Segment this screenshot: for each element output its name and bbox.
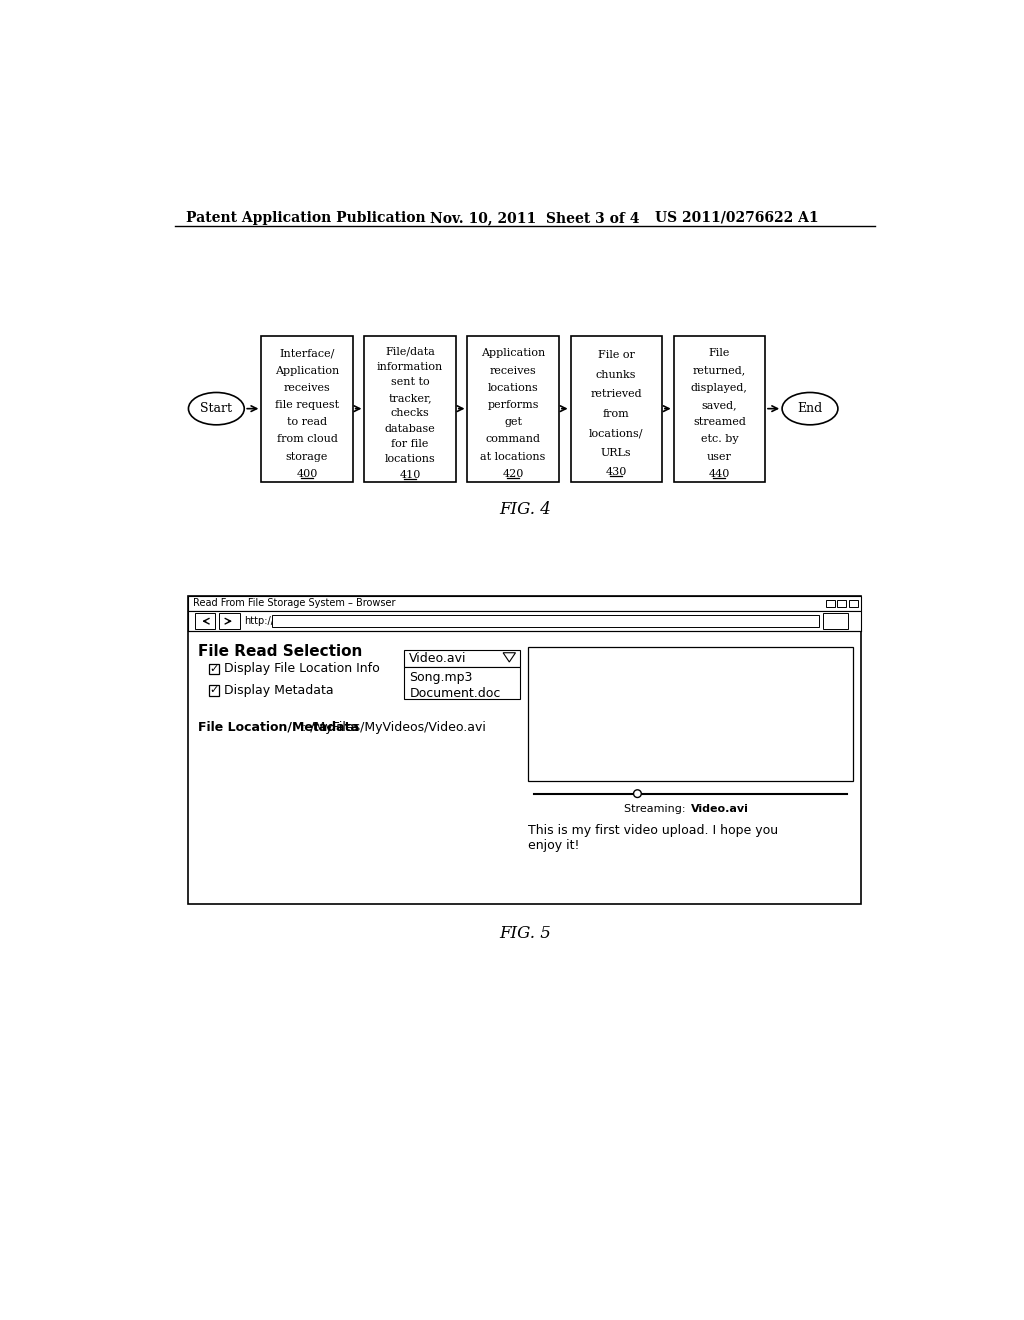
Text: information: information [377, 362, 443, 372]
Text: locations: locations [385, 454, 435, 465]
Text: 410: 410 [399, 470, 421, 480]
Bar [403, 649, 520, 667]
Text: URLs: URLs [601, 447, 632, 458]
Bar [219, 614, 240, 628]
Text: user: user [707, 451, 732, 462]
Bar [570, 335, 662, 482]
Ellipse shape [782, 392, 838, 425]
Text: http://: http:// [245, 616, 274, 626]
Text: file request: file request [275, 400, 339, 411]
Text: Video.avi: Video.avi [410, 652, 467, 665]
Text: : /MyFiles/MyVideos/Video.avi: : /MyFiles/MyVideos/Video.avi [302, 721, 485, 734]
Text: chunks: chunks [596, 370, 637, 380]
Text: 420: 420 [503, 469, 524, 479]
Text: FIG. 4: FIG. 4 [499, 502, 551, 517]
Text: locations: locations [487, 383, 539, 393]
Text: End: End [798, 403, 822, 416]
Text: Application: Application [274, 366, 339, 375]
Ellipse shape [188, 392, 245, 425]
Text: checks: checks [391, 408, 429, 418]
Text: Interface/: Interface/ [280, 348, 335, 358]
Text: sent to: sent to [391, 378, 429, 388]
Text: Application: Application [481, 348, 546, 358]
Text: receives: receives [489, 366, 537, 375]
Circle shape [634, 789, 641, 797]
Text: File Location/Metadata: File Location/Metadata [198, 721, 358, 734]
Text: 440: 440 [709, 469, 730, 479]
Bar [188, 611, 861, 631]
Bar [674, 335, 765, 482]
Bar [528, 647, 853, 781]
Text: command: command [485, 434, 541, 445]
Text: ✓: ✓ [209, 664, 219, 675]
Text: from cloud: from cloud [276, 434, 338, 445]
Text: Display Metadata: Display Metadata [224, 684, 334, 697]
Text: Patent Application Publication: Patent Application Publication [186, 211, 426, 224]
Text: FIG. 5: FIG. 5 [499, 925, 551, 942]
Text: This is my first video upload. I hope you
enjoy it!: This is my first video upload. I hope yo… [528, 824, 778, 851]
Text: 430: 430 [605, 467, 627, 478]
Text: File/data: File/data [385, 347, 435, 356]
Bar [825, 599, 835, 607]
Text: 400: 400 [296, 469, 317, 479]
Text: Display File Location Info: Display File Location Info [224, 663, 380, 676]
Text: Nov. 10, 2011  Sheet 3 of 4: Nov. 10, 2011 Sheet 3 of 4 [430, 211, 640, 224]
Text: performs: performs [487, 400, 539, 411]
Bar [467, 335, 559, 482]
Bar [823, 614, 848, 628]
Text: ✓: ✓ [209, 685, 219, 696]
Bar [272, 615, 818, 627]
Text: retrieved: retrieved [591, 389, 642, 400]
Bar [188, 595, 861, 611]
Bar [365, 335, 456, 482]
Text: to read: to read [287, 417, 327, 428]
Text: get: get [504, 417, 522, 428]
Text: from: from [603, 409, 630, 418]
Bar [403, 667, 520, 700]
Bar [209, 685, 219, 696]
Text: storage: storage [286, 451, 329, 462]
Text: File Read Selection: File Read Selection [198, 644, 362, 659]
Text: Video.avi: Video.avi [690, 804, 749, 813]
Text: File: File [709, 348, 730, 358]
Text: receives: receives [284, 383, 331, 393]
Text: returned,: returned, [692, 366, 745, 375]
Bar [195, 614, 215, 628]
Text: streamed: streamed [693, 417, 745, 428]
Text: at locations: at locations [480, 451, 546, 462]
Bar [838, 599, 847, 607]
Text: US 2011/0276622 A1: US 2011/0276622 A1 [655, 211, 818, 224]
Text: Document.doc: Document.doc [410, 688, 501, 701]
Text: for file: for file [391, 440, 429, 449]
Bar [209, 664, 219, 675]
Text: Start: Start [201, 403, 232, 416]
Bar [261, 335, 352, 482]
Text: Read From File Storage System – Browser: Read From File Storage System – Browser [194, 598, 395, 609]
Bar [849, 599, 858, 607]
Polygon shape [503, 653, 515, 663]
Text: locations/: locations/ [589, 429, 643, 438]
Text: etc. by: etc. by [700, 434, 738, 445]
Text: database: database [385, 424, 435, 434]
Text: displayed,: displayed, [691, 383, 748, 393]
Text: File or: File or [598, 350, 635, 360]
Text: tracker,: tracker, [388, 393, 432, 403]
Bar [188, 595, 861, 904]
Text: Streaming:: Streaming: [624, 804, 689, 813]
Text: saved,: saved, [701, 400, 737, 411]
Text: Song.mp3: Song.mp3 [410, 671, 473, 684]
